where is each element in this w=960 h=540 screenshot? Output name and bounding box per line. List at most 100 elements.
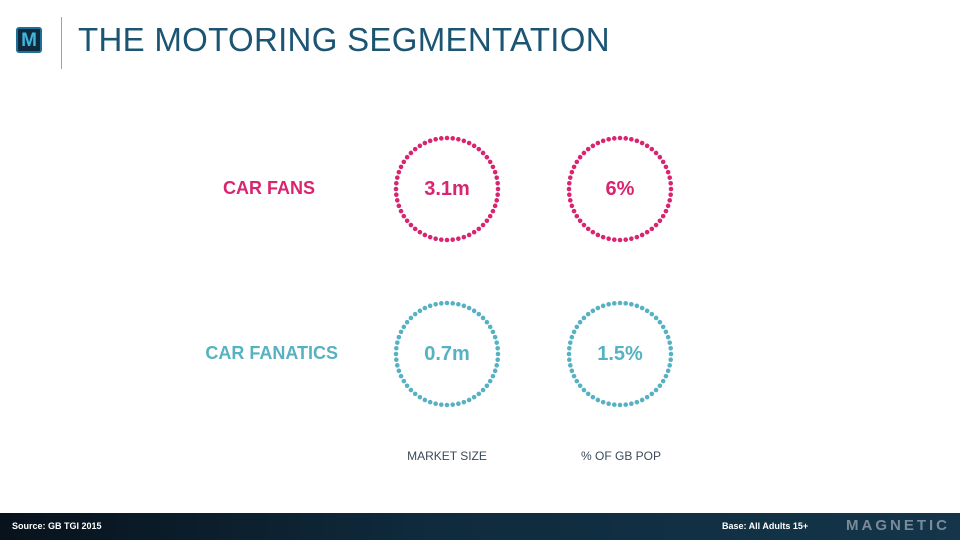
ring-dot [567, 198, 573, 203]
ring-dot [412, 391, 418, 397]
ring-dot [590, 308, 596, 314]
ring-dot [581, 315, 587, 321]
ring-dot [639, 232, 645, 238]
ring-dot [398, 208, 404, 214]
ring-dot [412, 226, 418, 232]
footer-source: Source: GB TGI 2015 [12, 521, 102, 531]
ring-dot [569, 368, 575, 374]
ring-dot [480, 387, 486, 393]
car-fanatics-pct-gb-pop-value: 1.5% [597, 342, 643, 365]
ring-dot [461, 303, 467, 309]
ring-dot [408, 150, 414, 156]
ring-dot [494, 198, 500, 203]
ring-dot [495, 345, 500, 351]
ring-dot [566, 351, 572, 357]
ring-dot [422, 232, 428, 238]
ring-dot [476, 146, 482, 152]
ring-dot [585, 311, 591, 317]
ring-dot [567, 192, 572, 198]
ring-dot [663, 329, 669, 335]
ring-dot [466, 397, 472, 403]
ring-dot [461, 138, 467, 144]
ring-dot [404, 154, 410, 160]
car-fanatics-pct-gb-pop-circle: 1.5% [566, 300, 674, 408]
ring-dot [574, 213, 580, 219]
ring-dot [577, 319, 583, 325]
ring-dot [577, 383, 583, 389]
ring-dot [649, 311, 655, 317]
ring-dot [567, 175, 573, 180]
ring-dot [401, 159, 407, 165]
ring-dot [623, 136, 629, 141]
ring-dot [492, 169, 498, 175]
ring-dot [634, 138, 640, 144]
ring-dot [595, 397, 601, 403]
ring-dot [417, 394, 423, 400]
ring-dot [660, 378, 666, 384]
ring-dot [476, 311, 482, 317]
ring-dot [660, 324, 666, 330]
magnetic-logo-icon: M [16, 27, 42, 53]
ring-dot [571, 373, 577, 379]
ring-dot [466, 305, 472, 311]
column-label-pct-gb-pop: % OF GB POP [580, 449, 661, 463]
ring-dot [611, 136, 617, 141]
ring-dot [394, 345, 399, 351]
ring-dot [644, 394, 650, 400]
ring-dot [623, 301, 629, 306]
ring-dot [495, 192, 500, 198]
ring-dot [667, 363, 673, 368]
ring-dot [617, 402, 623, 408]
ring-dot [484, 383, 490, 389]
ring-dot [639, 305, 645, 311]
ring-dot [623, 402, 629, 407]
row-label-car-fanatics: CAR FANATICS [205, 343, 338, 363]
ring-dot [581, 150, 587, 156]
ring-dot [394, 363, 400, 368]
ring-dot [665, 368, 671, 374]
ring-dot [417, 143, 423, 149]
ring-dot [404, 319, 410, 325]
ring-dot [606, 401, 611, 407]
ring-dot [396, 169, 402, 175]
ring-dot [444, 402, 450, 408]
ring-dot [657, 154, 663, 160]
ring-dot [611, 237, 617, 242]
ring-dot [668, 192, 673, 198]
ring-dot [450, 237, 456, 242]
ring-dot [606, 301, 611, 307]
ring-dot [590, 143, 596, 149]
ring-dot [471, 143, 477, 149]
car-fanatics-market-size-circle: 0.7m [393, 300, 501, 408]
ring-dot [649, 226, 655, 232]
ring-dot [663, 208, 669, 214]
ring-dot [629, 401, 634, 407]
ring-dot [644, 308, 650, 314]
ring-dot [427, 399, 433, 405]
car-fans-market-size-value: 3.1m [424, 177, 470, 200]
ring-dot [417, 229, 423, 235]
ring-dot [585, 146, 591, 152]
ring-dot [412, 311, 418, 317]
title-divider [61, 17, 62, 69]
footer-base: Base: All Adults 15+ [722, 521, 809, 531]
ring-dot [571, 329, 577, 335]
ring-dot [660, 213, 666, 219]
ring-dot [665, 203, 671, 209]
ring-dot [623, 237, 629, 242]
ring-dot [417, 308, 423, 314]
ring-dot [398, 164, 404, 170]
ring-dot [649, 391, 655, 397]
ring-dot [657, 319, 663, 325]
ring-dot [484, 319, 490, 325]
ring-dot [653, 387, 659, 393]
ring-dot [480, 222, 486, 228]
ring-dot [461, 234, 467, 240]
ring-dot [450, 301, 456, 306]
ring-dot [438, 237, 444, 242]
ring-dot [668, 186, 674, 192]
ring-dot [577, 154, 583, 160]
ring-dot [427, 234, 433, 240]
ring-dot [574, 324, 580, 330]
ring-dot [600, 138, 606, 144]
